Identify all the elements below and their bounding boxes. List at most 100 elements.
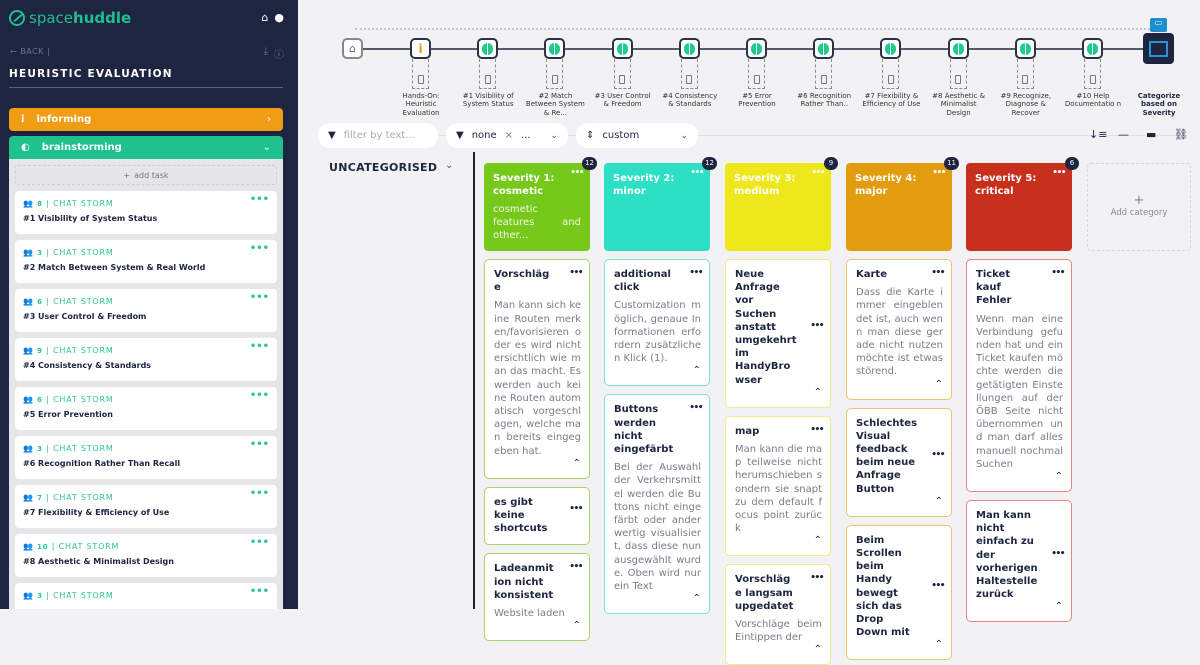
collapse-icon[interactable]: ⌃ (692, 593, 701, 605)
timeline-step[interactable] (880, 38, 902, 59)
idea-card[interactable]: Beim Scrollen beim Handy bewegt sich das… (846, 524, 952, 661)
more-options-icon[interactable]: ••• (249, 194, 269, 205)
more-options-icon[interactable]: ••• (249, 390, 269, 401)
task-item[interactable]: 👥 3 | CHAT STORM #6 Recognition Rather Th… (15, 436, 277, 479)
timeline-step[interactable] (746, 38, 767, 59)
timeline-step[interactable]: i (410, 38, 431, 59)
timeline-step[interactable] (611, 38, 633, 59)
more-options-icon[interactable]: ••• (249, 439, 269, 450)
more-options-icon[interactable]: ••• (249, 341, 269, 352)
timeline-step[interactable] (813, 38, 835, 59)
collapse-icon[interactable]: ⌃ (813, 644, 822, 656)
task-item[interactable]: 👥 3 | CHAT STORM #2 Match Between System … (15, 240, 277, 283)
info-icon[interactable]: ⓘ (274, 50, 284, 61)
idea-card[interactable]: Man kann nicht einfach zu der vorherigen… (966, 500, 1072, 623)
collapse-icon[interactable]: ⌃ (813, 386, 822, 398)
more-options-icon[interactable]: ••• (249, 243, 269, 254)
more-options-icon[interactable]: ••• (249, 537, 269, 548)
more-options-icon[interactable]: ••• (931, 450, 945, 461)
more-options-icon[interactable]: ••• (811, 168, 825, 178)
more-options-icon[interactable]: ••• (569, 562, 583, 573)
task-item[interactable]: 👥 9 | CHAT STORM #4 Consistency & Standar… (15, 338, 277, 381)
timeline-step[interactable] (1082, 38, 1103, 59)
uncategorised-header[interactable]: UNCATEGORISED (329, 161, 438, 174)
category-header[interactable]: Severity 1: cosmetic cosmetic features an… (484, 157, 597, 251)
collapse-icon[interactable]: ⌃ (813, 535, 822, 547)
timeline-step[interactable] (1014, 38, 1036, 59)
panel-icon[interactable]: ▬ (1146, 128, 1157, 141)
timeline-step[interactable] (678, 38, 700, 59)
idea-card[interactable]: Schlechtes Visual feedback beim neue Anf… (846, 407, 952, 517)
idea-card[interactable]: Vorschläge Man kann sich keine Routen mer… (484, 259, 590, 479)
more-options-icon[interactable]: ••• (569, 268, 583, 278)
more-options-icon[interactable]: ••• (810, 321, 824, 332)
idea-card[interactable]: additional click Customization möglich, g… (604, 259, 710, 387)
idea-card[interactable]: Buttons werden nicht eingefärbt Bei der A… (604, 394, 710, 615)
minimize-icon[interactable]: — (1118, 128, 1129, 141)
idea-card[interactable]: Ladeanmition nicht konsistent Website lad… (484, 553, 590, 642)
task-item[interactable]: 👥 7 | CHAT STORM #7 Flexibility & Efficie… (15, 485, 277, 528)
timeline-step[interactable] (947, 38, 969, 59)
more-options-icon[interactable]: ••• (569, 504, 583, 515)
sort-select[interactable]: ⇕ custom ⌄ (576, 123, 698, 148)
more-options-icon[interactable]: ••• (931, 580, 945, 591)
spacehuddle-logo[interactable]: space huddle (9, 9, 131, 27)
more-options-icon[interactable]: ••• (249, 488, 269, 499)
more-options-icon[interactable]: ••• (932, 168, 946, 178)
category-header[interactable]: Severity 4: major ••• 11 (846, 157, 959, 251)
more-options-icon[interactable]: ••• (931, 268, 945, 278)
add-task-button[interactable]: + add task (15, 165, 277, 185)
more-options-icon[interactable]: ••• (1052, 168, 1066, 178)
phase-brainstorming[interactable]: ◐ brainstorming ⌄ (9, 136, 283, 159)
more-options-icon[interactable]: ••• (570, 168, 584, 178)
back-button[interactable]: ← BACK | (10, 47, 51, 56)
chevron-down-icon[interactable]: ⌄ (445, 160, 454, 171)
remove-icon[interactable]: × (504, 130, 514, 141)
more-options-icon[interactable]: ••• (249, 292, 269, 303)
more-options-icon[interactable]: ••• (810, 573, 824, 584)
state-filter-select[interactable]: ▼ none ×... ⌄ (446, 123, 568, 148)
timeline-home[interactable]: ⌂ (342, 38, 363, 59)
collapse-icon[interactable]: ⌃ (692, 365, 701, 377)
timeline-step[interactable] (477, 38, 499, 59)
collapse-icon[interactable]: ⌃ (934, 378, 943, 390)
task-item[interactable]: 👥 10 | CHAT STORM #8 Aesthetic & Minimali… (15, 534, 277, 577)
collapse-icon[interactable]: ⌃ (572, 620, 581, 632)
timeline-step-current[interactable] (1143, 33, 1174, 64)
phase-informing[interactable]: i informing › (9, 108, 283, 131)
link-icon[interactable]: ⛓ (1174, 128, 1188, 141)
collapse-icon[interactable]: ⌃ (934, 639, 943, 651)
timeline-step[interactable] (544, 38, 566, 59)
collapse-icon[interactable]: ⌃ (934, 495, 943, 507)
more-options-icon[interactable]: ••• (1051, 549, 1065, 560)
sort-order-icon[interactable]: ↓≡ (1089, 128, 1108, 141)
idea-card[interactable]: Karte Dass die Karte immer eingeblendet i… (846, 259, 952, 400)
task-item[interactable]: 👥 6 | CHAT STORM #3 User Control & Freedo… (15, 289, 277, 332)
presentation-icon[interactable]: ▭ (1150, 18, 1167, 32)
home-icon[interactable]: ⌂ (261, 11, 269, 24)
idea-card[interactable]: Vorschläge langsam upgedatet Vorschläge b… (725, 564, 831, 665)
category-header[interactable]: Severity 5: critical ••• 6 (966, 157, 1079, 251)
user-icon[interactable]: ● (274, 11, 284, 24)
text-filter-input[interactable]: ▼ filter by text... (318, 123, 438, 148)
idea-card[interactable]: Ticket kauf Fehler Wenn man eine Verbindu… (966, 259, 1072, 493)
collapse-icon[interactable]: ⌃ (1054, 471, 1063, 483)
add-category-button[interactable]: + Add category (1087, 163, 1191, 251)
collapse-icon[interactable]: ⌃ (572, 457, 581, 469)
collapse-icon[interactable]: ⌃ (1054, 601, 1063, 613)
more-options-icon[interactable]: ••• (690, 168, 704, 178)
download-icon[interactable]: ⤓ (263, 46, 268, 57)
more-options-icon[interactable]: ••• (1051, 268, 1065, 278)
more-options-icon[interactable]: ••• (249, 586, 269, 597)
idea-card[interactable]: map Man kann die map teilweise nicht heru… (725, 415, 831, 557)
task-item[interactable]: 👥 6 | CHAT STORM #5 Error Prevention ••• (15, 387, 277, 430)
task-item[interactable]: 👥 8 | CHAT STORM #1 Visibility of System … (15, 191, 277, 234)
category-header[interactable]: Severity 3: medium ••• 9 (725, 157, 838, 251)
more-options-icon[interactable]: ••• (689, 403, 703, 414)
idea-card[interactable]: es gibt keine shortcuts ••• (484, 486, 590, 546)
idea-card[interactable]: Neue Anfrage vor Suchen anstatt umgekehr… (725, 259, 831, 408)
category-header[interactable]: Severity 2: minor ••• 12 (604, 157, 717, 251)
more-options-icon[interactable]: ••• (810, 424, 824, 435)
more-options-icon[interactable]: ••• (689, 268, 703, 278)
task-item[interactable]: 👥 3 | CHAT STORM ••• (15, 583, 277, 609)
